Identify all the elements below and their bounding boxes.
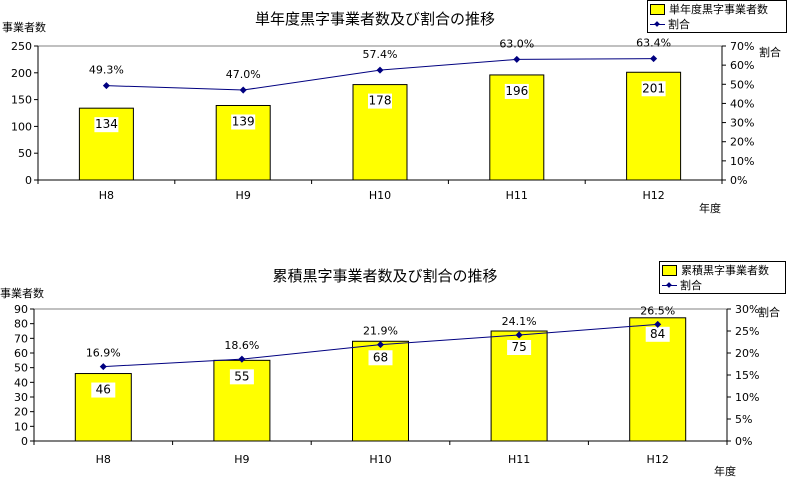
bar-value-label-bg [94, 117, 119, 133]
ratio-label: 57.4% [363, 48, 398, 61]
legend: 単年度黒字事業者数 割合 [647, 0, 787, 33]
bar-value-label-bg [504, 83, 529, 99]
ratio-point [513, 55, 521, 63]
ratio-label: 63.0% [499, 37, 534, 50]
y-tick-label: 200 [11, 67, 32, 80]
x-tick-label: H8 [99, 189, 114, 202]
y2-tick-label: 0% [730, 174, 747, 187]
x-tick-label: H9 [236, 189, 251, 202]
x-tick-label: H12 [642, 189, 664, 202]
legend-item-line: 割合 [662, 278, 782, 293]
y2-axis-label: 割合 [759, 45, 781, 59]
legend-bar-label: 累積黒字事業者数 [681, 264, 769, 277]
legend-line-swatch [662, 281, 677, 290]
bar-value-label-bg [368, 93, 392, 109]
y-tick-label: 50 [18, 147, 32, 160]
y2-tick-label: 70% [730, 40, 754, 53]
legend-line-label: 割合 [668, 18, 690, 31]
bar-value-label: 196 [505, 84, 528, 98]
ratio-point [102, 82, 110, 90]
legend-item-line: 割合 [650, 17, 783, 32]
y-tick-label: 0 [25, 174, 32, 187]
bar-value-label: 178 [369, 94, 392, 108]
y2-tick-label: 10% [730, 155, 754, 168]
legend-item-bar: 累積黒字事業者数 [662, 263, 782, 278]
legend-bar-label: 単年度黒字事業者数 [669, 3, 768, 16]
legend-bar-swatch [662, 265, 677, 276]
y2-tick-label: 30% [730, 117, 754, 130]
y-tick-label: 250 [11, 40, 32, 53]
ratio-point [376, 66, 384, 74]
y2-tick-label: 50% [730, 78, 754, 91]
y-axis-label: 事業者数 [2, 21, 46, 34]
ratio-label: 49.3% [89, 64, 124, 77]
y2-tick-label: 40% [730, 97, 754, 110]
x-tick-label: H10 [369, 189, 391, 202]
x-tick-label: H11 [506, 189, 528, 202]
y-tick-label: 150 [11, 94, 32, 107]
bar [352, 84, 408, 181]
y2-tick-label: 20% [730, 136, 754, 149]
bar-value-label-bg [641, 81, 666, 97]
ratio-point [650, 55, 658, 63]
legend: 累積黒字事業者数 割合 [659, 261, 786, 294]
y-tick-label: 100 [11, 120, 32, 133]
x-axis-label: 年度 [699, 201, 721, 215]
legend-line-swatch [650, 20, 665, 29]
legend-item-bar: 単年度黒字事業者数 [650, 2, 783, 17]
bar-value-label: 201 [642, 81, 665, 95]
bar-value-label: 139 [232, 114, 255, 128]
ratio-label: 47.0% [226, 68, 261, 81]
ratio-label: 63.4% [636, 37, 671, 50]
bar [489, 74, 545, 181]
legend-line-label: 割合 [680, 279, 702, 292]
bar-value-label: 134 [95, 117, 118, 131]
chart-title: 単年度黒字事業者数及び割合の推移 [255, 10, 495, 28]
y2-tick-label: 60% [730, 59, 754, 72]
ratio-point [239, 86, 247, 94]
bar-value-label-bg [231, 114, 256, 130]
legend-bar-swatch [650, 4, 665, 15]
plot-area: 0 50 100 150 200 250 0% 10% 20% 30% 40% 50% 60% 70% H8… [11, 37, 754, 202]
